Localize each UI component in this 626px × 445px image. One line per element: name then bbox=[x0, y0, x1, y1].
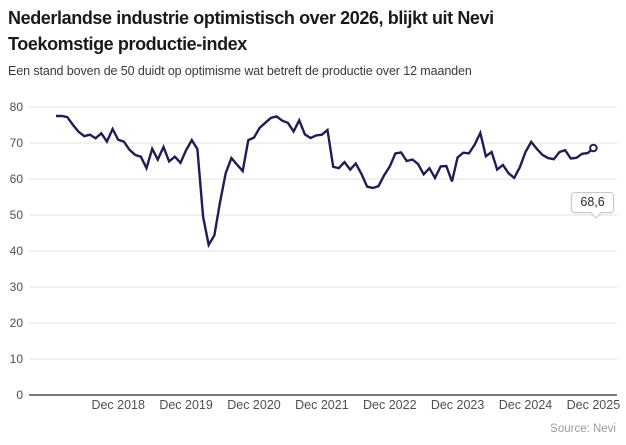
y-axis-tick-label: 80 bbox=[10, 100, 24, 114]
page-title-line-1: Nederlandse industrie optimistisch over … bbox=[8, 8, 494, 28]
y-axis-tick-label: 40 bbox=[10, 244, 24, 258]
y-axis-tick-label: 70 bbox=[10, 136, 24, 150]
y-axis-tick-label: 30 bbox=[10, 280, 24, 294]
production-index-chart[interactable]: 0 10 20 30 40 50 60 70 80 Dec 2018 Dec 2019 Dec 202… bbox=[0, 90, 626, 440]
x-axis-tick-label: Dec 2024 bbox=[499, 398, 553, 412]
index-line bbox=[56, 114, 595, 249]
last-value-tooltip: 68,6 bbox=[571, 192, 614, 219]
page-title-line-2: Toekomstige productie-index bbox=[8, 34, 247, 54]
last-value-label: 68,6 bbox=[580, 195, 605, 210]
chart-subtitle: Een stand boven de 50 duidt op optimisme… bbox=[8, 64, 472, 78]
y-axis-tick-label: 20 bbox=[10, 316, 24, 330]
x-axis-tick-label: Dec 2022 bbox=[363, 398, 417, 412]
y-axis-tick-label: 50 bbox=[10, 208, 24, 222]
chart-area: 0 10 20 30 40 50 60 70 80 Dec 2018 Dec 2019 Dec 202… bbox=[0, 90, 626, 440]
y-axis-tick-label: 10 bbox=[10, 352, 24, 366]
chart-header: Nederlandse industrie optimistisch over … bbox=[8, 5, 620, 78]
last-point-marker bbox=[589, 143, 598, 153]
x-axis-tick-label: Dec 2020 bbox=[227, 398, 281, 412]
x-axis-tick-label: Dec 2018 bbox=[91, 398, 145, 412]
y-axis-tick-label: 60 bbox=[10, 172, 24, 186]
x-axis-tick-label: Dec 2025 bbox=[567, 398, 621, 412]
x-axis-tick-label: Dec 2019 bbox=[159, 398, 213, 412]
x-axis-tick-label: Dec 2023 bbox=[431, 398, 485, 412]
y-axis-tick-label: 0 bbox=[16, 388, 23, 402]
x-axis-tick-label: Dec 2021 bbox=[295, 398, 349, 412]
source-credit: Source: Nevi bbox=[550, 423, 616, 435]
